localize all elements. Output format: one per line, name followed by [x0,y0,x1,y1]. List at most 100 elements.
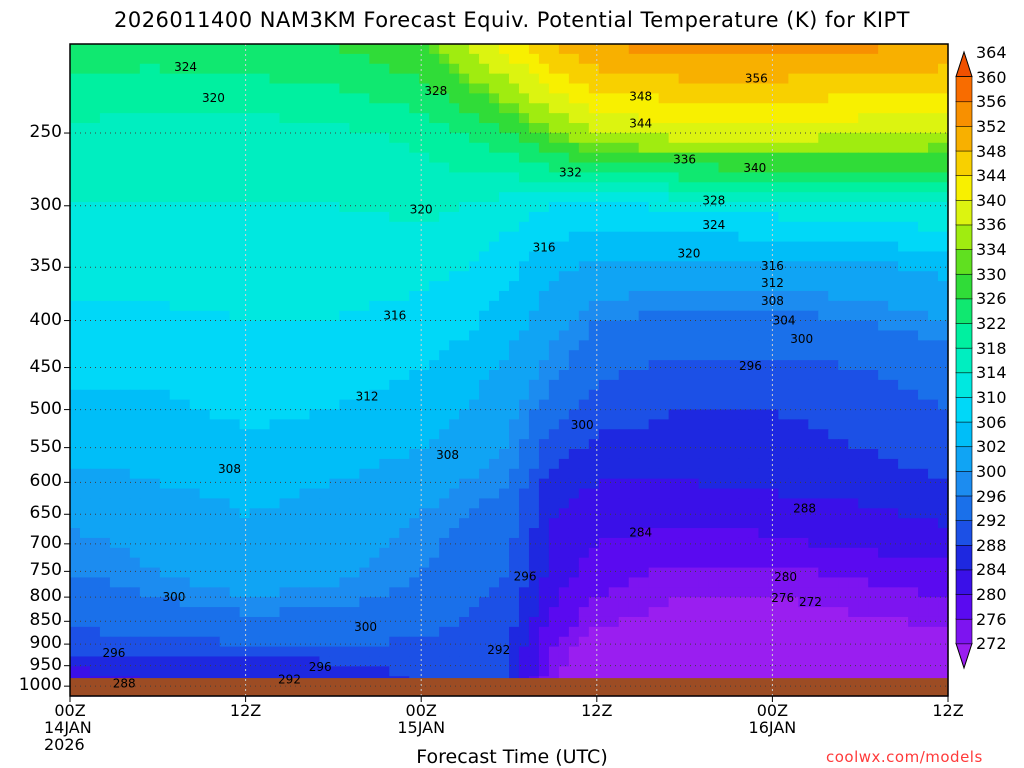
field-cell [269,300,281,312]
field-cell [758,73,770,85]
field-cell [149,567,161,579]
field-cell [169,300,181,312]
field-cell [578,409,590,420]
field-cell [159,142,171,154]
field-cell [479,320,490,332]
field-cell [738,537,750,549]
field-cell [928,271,939,282]
field-cell [399,142,410,154]
field-cell [119,202,131,213]
field-cell [528,172,540,183]
field-cell [748,221,760,233]
field-cell [698,567,710,579]
field-cell [798,547,809,559]
field-cell [808,271,819,282]
field-cell [738,468,750,480]
field-cell [70,528,81,539]
field-cell [289,310,301,322]
field-cell [908,261,919,272]
field-cell [119,281,131,292]
field-cell [928,449,939,460]
field-cell [618,498,630,509]
field-cell [638,597,650,608]
field-cell [299,567,311,579]
field-cell [708,103,720,114]
field-cell [608,567,620,579]
field-cell [509,231,520,243]
field-cell [239,340,251,351]
field-cell [908,498,919,509]
field-cell [868,281,879,292]
field-cell [159,300,171,312]
field-cell [808,409,819,420]
field-cell [269,211,281,223]
field-cell [439,547,450,559]
field-cell [469,83,480,94]
field-cell [798,409,809,420]
field-cell [878,113,889,124]
field-cell [718,399,730,411]
field-cell [99,350,111,361]
field-cell [748,419,760,430]
field-cell [538,231,550,243]
field-cell [209,152,221,164]
field-cell [509,537,520,549]
field-cell [159,123,171,134]
field-cell [299,488,311,500]
field-cell [638,350,650,361]
field-cell [329,202,340,213]
field-cell [229,192,241,203]
field-cell [199,83,211,94]
field-cell [429,370,440,381]
field-cell [319,182,331,193]
field-cell [319,528,331,539]
field-cell [499,547,510,559]
field-cell [349,211,360,223]
field-cell [858,340,869,351]
field-cell [379,488,390,500]
field-cell [928,93,939,104]
field-cell [189,73,201,85]
field-cell [548,261,560,272]
field-cell [748,132,760,144]
field-cell [718,330,730,341]
field-cell [359,221,370,233]
field-cell [239,241,251,253]
field-cell [668,488,680,500]
field-cell [189,567,201,579]
field-cell [489,251,500,262]
field-cell [818,300,829,312]
field-cell [858,587,869,598]
field-cell [828,93,839,104]
field-cell [578,162,590,174]
field-cell [329,271,340,282]
field-cell [469,528,480,539]
field-cell [289,389,301,401]
field-cell [578,488,590,500]
field-cell [838,458,849,470]
field-cell [528,498,540,509]
field-cell [558,251,570,262]
field-cell [878,261,889,272]
field-cell [329,103,340,114]
field-cell [758,103,770,114]
field-cell [728,290,740,302]
field-cell [928,399,939,411]
field-cell [189,132,201,144]
field-cell [79,53,91,65]
field-cell [618,518,630,529]
field-cell [868,439,879,450]
field-cell [728,350,740,361]
field-cell [738,123,750,134]
field-cell [808,202,819,213]
field-cell [928,419,939,430]
field-cell [429,597,440,608]
field-cell [698,113,710,124]
field-cell [259,53,271,65]
field-cell [758,231,770,243]
field-cell [558,113,570,124]
field-cell [379,409,390,420]
field-cell [349,152,360,164]
field-cell [369,488,380,500]
field-cell [439,488,450,500]
